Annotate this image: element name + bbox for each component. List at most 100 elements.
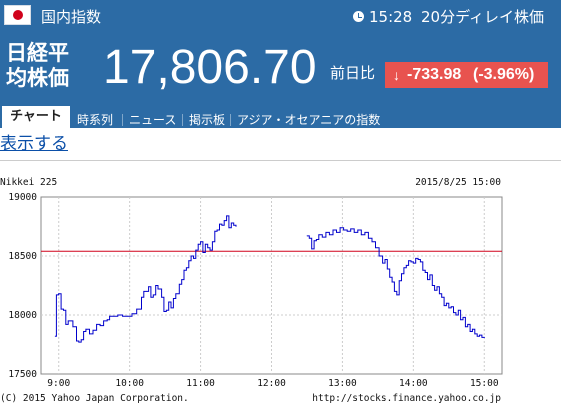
data-point [226,215,228,217]
data-point [375,247,376,249]
data-point [403,267,405,269]
data-point [193,258,194,259]
data-point [476,335,478,337]
index-header: 国内指数 15:28 20分ディレイ株価 日経平 均株価 17,806.70 前… [0,0,561,128]
data-point [152,294,154,296]
data-point [332,229,334,231]
x-tick-label: 10:00 [115,378,144,389]
price-lines [54,215,485,343]
data-point [415,258,417,259]
tab-asia-oceania[interactable]: アジア・オセアニアの指数 [237,113,381,127]
data-point [321,236,323,238]
data-point [405,265,407,266]
source-url: http://stocks.finance.yahoo.co.jp [312,393,501,404]
data-point [339,227,341,229]
data-point [112,315,114,317]
index-name-line1: 日経平 [6,41,69,65]
data-point [398,280,400,282]
x-tick-label: 11:00 [186,378,215,389]
data-point [54,335,56,337]
data-point [481,337,483,338]
data-point [350,228,352,230]
x-tick-label: 14:00 [399,378,428,389]
current-price: 17,806.70 [103,41,317,94]
data-point [85,328,87,330]
data-point [412,262,414,264]
tab-bar: チャート 時系列 ニュース 掲示板 アジア・オセアニアの指数 [0,106,561,128]
data-point [157,288,159,290]
data-point [99,325,101,326]
data-point [117,314,119,316]
japan-flag-icon [4,5,31,25]
data-point [126,315,128,317]
data-point [181,279,183,280]
data-point [450,306,452,308]
data-point [165,309,167,311]
tab-news[interactable]: ニュース [129,113,177,127]
data-point [235,226,237,227]
data-point [148,286,150,288]
data-point [228,227,230,229]
data-point [188,260,190,262]
data-point [401,273,402,275]
data-point [453,312,454,313]
data-point [469,331,471,332]
data-point [175,293,177,295]
data-point [479,334,480,336]
data-point [221,224,223,226]
data-point [161,296,163,298]
clock-icon [353,11,364,22]
data-point [474,333,476,335]
data-point [443,305,445,306]
show-link[interactable]: 表示する [0,134,68,154]
data-point [83,331,84,332]
data-point [190,255,192,257]
data-point [183,269,185,271]
data-point [72,326,74,328]
data-point [483,337,485,339]
data-point [195,249,197,251]
series-label: Nikkei 225 [0,177,57,188]
data-point [422,269,424,271]
data-point [308,237,310,239]
data-point [212,241,213,243]
data-point [353,232,355,233]
data-point [427,279,428,280]
data-point [441,296,443,298]
data-point [439,293,440,295]
data-point [78,341,80,343]
data-point [429,274,431,276]
data-point [136,308,138,310]
data-point [465,326,466,328]
y-tick-label: 18500 [8,251,37,262]
data-point [186,267,187,269]
data-point [173,298,174,299]
data-point [382,262,383,264]
change-badge: ↓ -733.98 (-3.96%) [385,62,548,88]
data-point [306,235,308,237]
data-point [122,315,123,317]
data-point [436,286,438,288]
data-point [394,291,395,292]
data-point [92,329,94,331]
data-point [325,232,327,233]
data-point [420,261,421,263]
data-point [318,234,320,236]
data-point [56,294,57,296]
data-point [472,328,473,330]
tab-time-series[interactable]: 時系列 [77,113,114,127]
data-point [434,289,435,291]
data-point [343,229,344,231]
data-point [219,223,220,225]
price-line-morning [55,215,237,343]
region-label: 国内指数 [41,8,102,26]
tab-chart[interactable]: チャート [2,106,70,128]
data-point [230,222,232,224]
y-tick-label: 17500 [8,369,37,380]
prev-day-label: 前日比 [330,64,376,82]
data-point [80,339,82,341]
index-name: 日経平 均株価 [6,41,86,91]
data-point [360,234,362,236]
tab-board[interactable]: 掲示板 [189,113,226,127]
data-point [389,276,391,278]
